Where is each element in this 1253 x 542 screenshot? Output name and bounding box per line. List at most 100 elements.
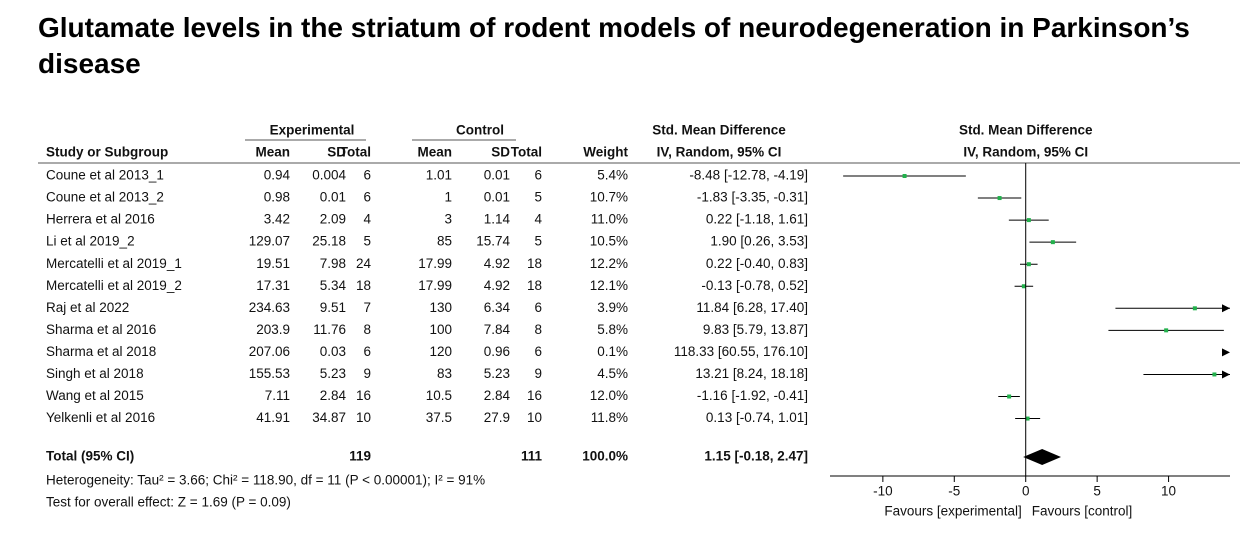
table-cell: 0.01 xyxy=(484,190,510,205)
table-cell: 37.5 xyxy=(426,410,452,425)
table-cell: 83 xyxy=(437,366,452,381)
point-estimate xyxy=(1050,240,1055,245)
column-header: Mean xyxy=(255,145,290,160)
table-cell: 4.92 xyxy=(484,278,510,293)
table-cell: 4.92 xyxy=(484,256,510,271)
table-cell: 17.31 xyxy=(256,278,290,293)
table-cell: 100 xyxy=(429,322,452,337)
heterogeneity: Heterogeneity: Tau² = 3.66; Chi² = 118.9… xyxy=(46,473,485,488)
plot-area xyxy=(843,174,1230,421)
table-cell: 10.7% xyxy=(590,190,628,205)
study-name: Mercatelli et al 2019_1 xyxy=(46,256,182,271)
group-header: Std. Mean Difference xyxy=(652,123,786,138)
table-cell: 4 xyxy=(534,212,542,227)
point-estimate xyxy=(1026,262,1031,267)
point-estimate xyxy=(1212,372,1217,377)
table-cell: 0.94 xyxy=(264,168,291,183)
study-name: Yelkenli et al 2016 xyxy=(46,410,155,425)
table-cell: 17.99 xyxy=(418,278,452,293)
column-header: Total xyxy=(340,145,371,160)
table-cell: 0.03 xyxy=(320,344,346,359)
table-cell: 10 xyxy=(356,410,371,425)
table-cell: 16 xyxy=(527,388,542,403)
column-header: Mean xyxy=(417,145,452,160)
table-cell: 203.9 xyxy=(256,322,290,337)
table-cell: 130 xyxy=(429,300,452,315)
x-tick-label: -10 xyxy=(873,484,893,499)
total-cell: Total (95% CI) xyxy=(46,449,134,464)
total-cell: 119 xyxy=(349,449,371,464)
group-header: Control xyxy=(456,123,504,138)
study-name: Mercatelli et al 2019_2 xyxy=(46,278,182,293)
table-cell: 1 xyxy=(444,190,452,205)
table-cell: 5 xyxy=(363,234,371,249)
table-cell: 7.11 xyxy=(265,388,290,403)
table-cell: 10 xyxy=(527,410,542,425)
ci-arrow xyxy=(1222,348,1230,357)
table-cell: -1.83 [-3.35, -0.31] xyxy=(697,190,808,205)
study-name: Li et al 2019_2 xyxy=(46,234,135,249)
plot-header: IV, Random, 95% CI xyxy=(963,145,1088,160)
table-cell: 6 xyxy=(363,344,371,359)
study-name: Sharma et al 2016 xyxy=(46,322,156,337)
table-cell: 11.0% xyxy=(591,212,628,227)
study-name: Coune et al 2013_1 xyxy=(46,168,164,183)
table-cell: 129.07 xyxy=(249,234,290,249)
study-name: Wang et al 2015 xyxy=(46,388,144,403)
table-cell: 17.99 xyxy=(418,256,452,271)
table-cell: 120 xyxy=(429,344,452,359)
table-cell: 5.23 xyxy=(484,366,510,381)
total-cell: 1.15 [-0.18, 2.47] xyxy=(704,449,808,464)
study-name: Sharma et al 2018 xyxy=(46,344,156,359)
table-cell: 118.33 [60.55, 176.10] xyxy=(674,344,808,359)
table-cell: -0.13 [-0.78, 0.52] xyxy=(701,278,808,293)
table-cell: 0.22 [-0.40, 0.83] xyxy=(706,256,808,271)
table-cell: 10.5 xyxy=(426,388,452,403)
study-name: Coune et al 2013_2 xyxy=(46,190,164,205)
table-cell: 0.13 [-0.74, 1.01] xyxy=(706,410,808,425)
table-cell: 11.8% xyxy=(591,410,628,425)
table-cell: 11.76 xyxy=(313,322,346,337)
study-name: Herrera et al 2016 xyxy=(46,212,155,227)
x-tick-label: 0 xyxy=(1022,484,1030,499)
table-cell: 0.1% xyxy=(597,344,628,359)
table-cell: 7.98 xyxy=(320,256,346,271)
table-cell: 5.4% xyxy=(597,168,628,183)
favours-label: Favours [control] xyxy=(1032,504,1133,519)
table-cell: 1.90 [0.26, 3.53] xyxy=(710,234,808,249)
x-tick-label: 10 xyxy=(1161,484,1176,499)
table-cell: 0.22 [-1.18, 1.61] xyxy=(706,212,808,227)
table-cell: 0.96 xyxy=(484,344,510,359)
point-estimate xyxy=(1026,218,1031,223)
table-cell: 18 xyxy=(527,256,542,271)
table-cell: 8 xyxy=(363,322,371,337)
table-cell: 13.21 [8.24, 18.18] xyxy=(695,366,808,381)
table-cell: 10.5% xyxy=(590,234,628,249)
table-cell: 85 xyxy=(437,234,452,249)
table-cell: 5 xyxy=(534,234,542,249)
study-name: Singh et al 2018 xyxy=(46,366,144,381)
table-cell: 16 xyxy=(356,388,371,403)
table-cell: 0.01 xyxy=(484,168,510,183)
table-cell: 3.42 xyxy=(264,212,290,227)
table-cell: 5.34 xyxy=(320,278,347,293)
column-header: Study or Subgroup xyxy=(46,145,168,160)
table-cell: 34.87 xyxy=(312,410,346,425)
group-header: Experimental xyxy=(270,123,355,138)
table-cell: 6 xyxy=(363,190,371,205)
table-cell: 6 xyxy=(534,344,542,359)
table-cell: 5 xyxy=(534,190,542,205)
table-cell: 5.8% xyxy=(597,322,628,337)
table-cell: 2.84 xyxy=(484,388,511,403)
point-estimate xyxy=(1021,284,1026,289)
table-cell: 3 xyxy=(444,212,452,227)
column-header: SD xyxy=(491,145,510,160)
table-cell: 11.84 [6.28, 17.40] xyxy=(696,300,808,315)
column-header: Total xyxy=(511,145,542,160)
x-tick-label: -5 xyxy=(948,484,960,499)
table-cell: 0.01 xyxy=(320,190,346,205)
chart-title: Glutamate levels in the striatum of rode… xyxy=(38,12,1190,79)
summary-diamond xyxy=(1023,449,1061,465)
